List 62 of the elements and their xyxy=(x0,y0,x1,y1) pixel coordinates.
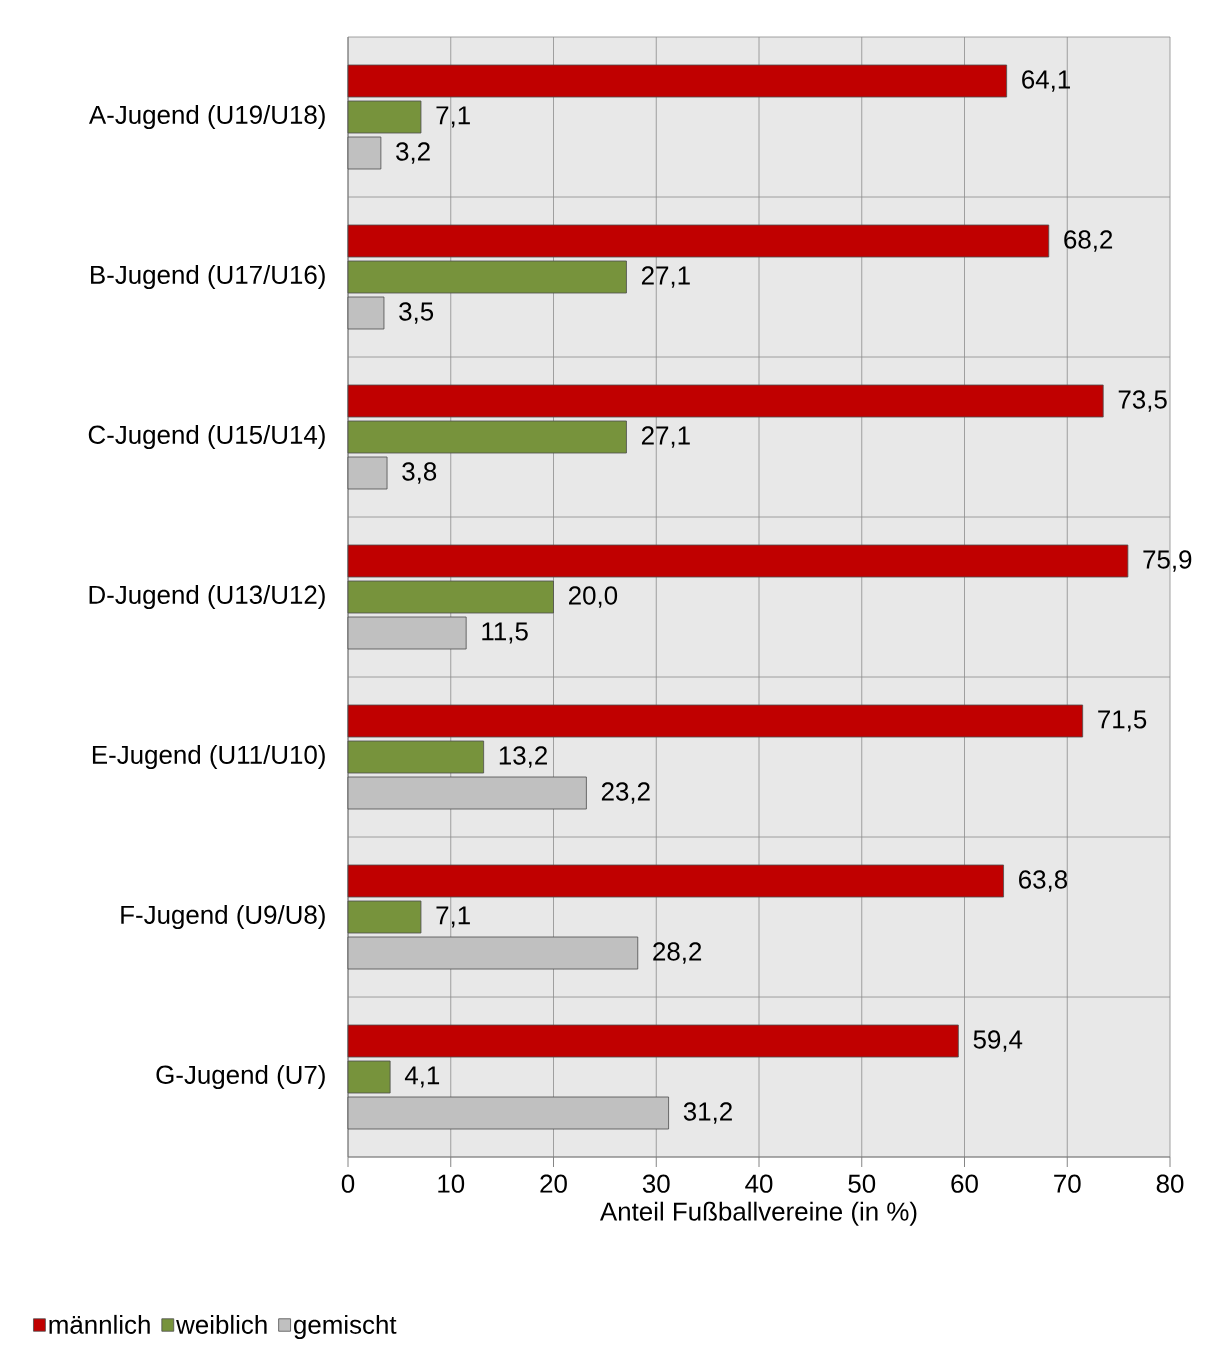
data-label: 59,4 xyxy=(973,1030,1023,1052)
legend-label: weiblich xyxy=(176,1314,267,1334)
x-tick-label: 70 xyxy=(1054,1174,1081,1193)
bar xyxy=(347,384,1104,418)
bar xyxy=(347,864,1004,898)
data-label: 68,2 xyxy=(1064,230,1113,252)
bar xyxy=(347,900,422,934)
bar xyxy=(347,64,1008,98)
x-tick-label: 80 xyxy=(1156,1174,1184,1193)
data-label: 71,5 xyxy=(1098,710,1147,732)
data-label: 4,1 xyxy=(404,1066,440,1088)
bar xyxy=(347,580,554,614)
x-tick-label: 10 xyxy=(438,1174,465,1193)
data-label: 7,1 xyxy=(436,906,470,928)
y-tick-label: G-Jugend (U7) xyxy=(156,1064,325,1090)
data-label: 20,0 xyxy=(569,586,618,608)
bar xyxy=(347,616,467,650)
bar xyxy=(347,1024,959,1058)
x-tick-label: 50 xyxy=(848,1174,876,1193)
bar xyxy=(347,704,1084,738)
bar xyxy=(347,296,385,330)
data-label: 13,2 xyxy=(499,746,547,768)
bar xyxy=(347,456,388,490)
y-tick-label: C-Jugend (U15/U14) xyxy=(88,424,325,450)
x-tick-label: 40 xyxy=(745,1174,773,1193)
y-tick-label: A-Jugend (U19/U18) xyxy=(88,104,325,130)
legend-label: männlich xyxy=(49,1314,150,1334)
data-label: 73,5 xyxy=(1118,390,1167,412)
bar xyxy=(347,776,587,810)
bar xyxy=(347,1060,391,1094)
bar xyxy=(347,260,627,294)
data-label: 3,5 xyxy=(399,302,434,324)
y-tick-label: D-Jugend (U13/U12) xyxy=(89,584,325,610)
data-label: 3,2 xyxy=(396,142,430,164)
y-tick-label: F-Jugend (U9/U8) xyxy=(121,904,325,930)
data-label: 23,2 xyxy=(601,782,650,804)
x-tick-label: 30 xyxy=(642,1174,670,1193)
legend-label: gemischt xyxy=(294,1314,397,1340)
bar xyxy=(347,936,639,970)
data-label: 75,9 xyxy=(1143,550,1192,572)
x-tick-label: 0 xyxy=(341,1174,355,1193)
data-label: 27,1 xyxy=(641,426,690,448)
bar xyxy=(347,100,422,134)
bar xyxy=(347,224,1050,258)
data-label: 7,1 xyxy=(436,106,470,128)
bar xyxy=(347,136,382,170)
bar xyxy=(347,740,485,774)
bar xyxy=(347,420,627,454)
bar xyxy=(347,544,1129,578)
data-label: 11,5 xyxy=(482,622,528,644)
data-label: 31,2 xyxy=(683,1102,732,1124)
x-axis-title: Anteil Fußballvereine (in %) xyxy=(599,1201,917,1226)
x-tick-label: 60 xyxy=(951,1174,978,1193)
data-label: 28,2 xyxy=(653,942,702,964)
y-tick-label: B-Jugend (U17/U16) xyxy=(91,264,325,290)
bar xyxy=(347,1096,669,1130)
data-label: 64,1 xyxy=(1022,70,1070,92)
data-label: 63,8 xyxy=(1019,870,1068,892)
x-tick-label: 20 xyxy=(540,1174,567,1193)
data-label: 3,8 xyxy=(402,462,437,484)
y-tick-label: E-Jugend (U11/U10) xyxy=(92,744,325,770)
data-label: 27,1 xyxy=(641,266,690,288)
